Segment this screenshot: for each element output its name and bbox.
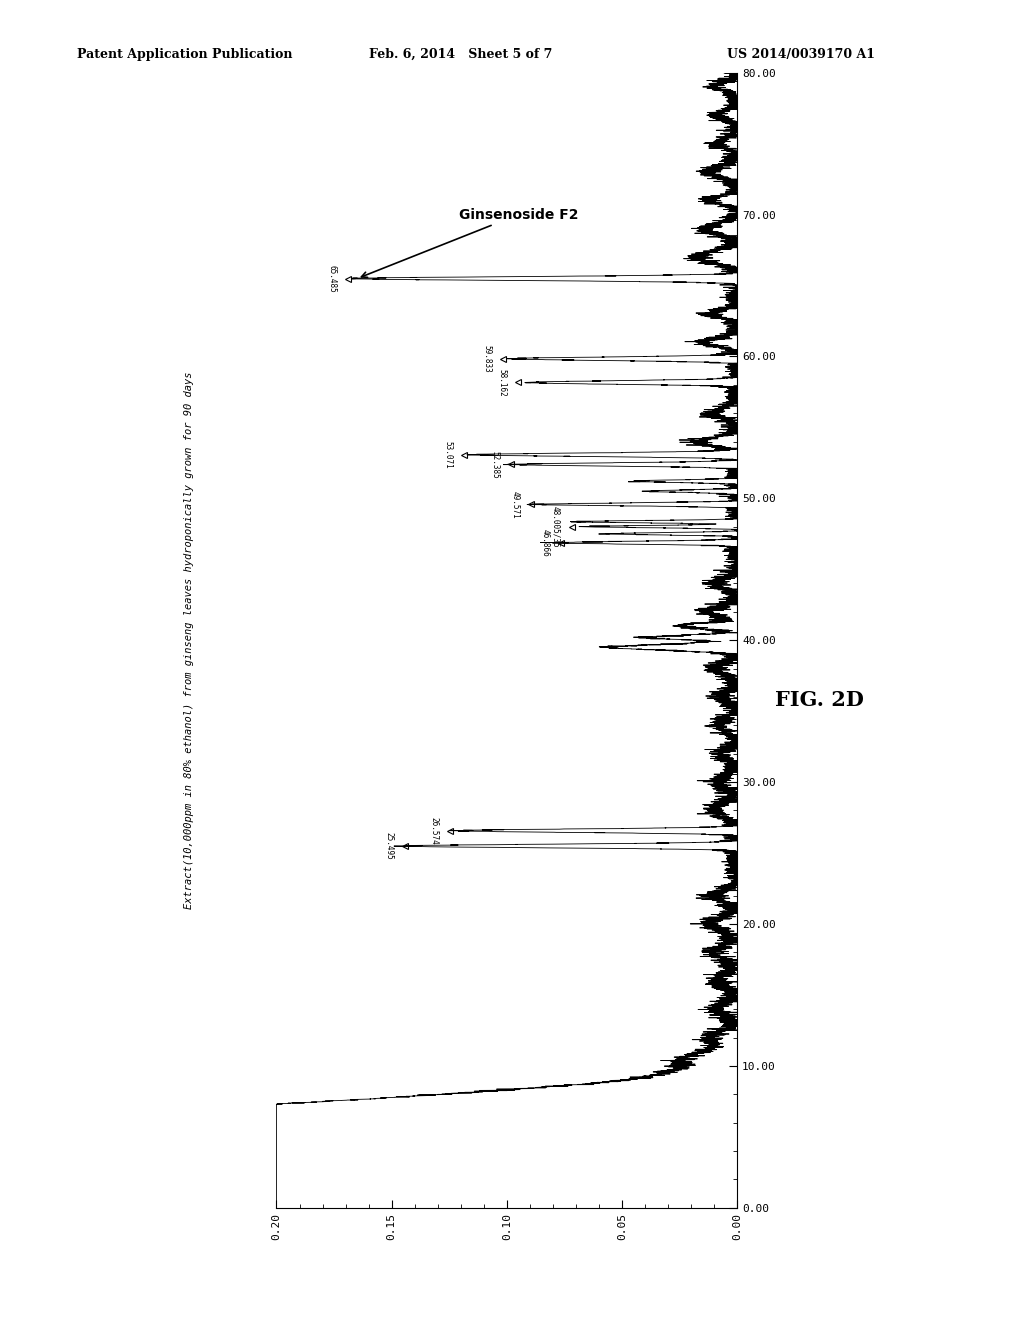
Text: 59.833: 59.833	[482, 345, 492, 372]
Text: Feb. 6, 2014   Sheet 5 of 7: Feb. 6, 2014 Sheet 5 of 7	[369, 48, 552, 61]
Text: Patent Application Publication: Patent Application Publication	[77, 48, 292, 61]
Text: 26.574: 26.574	[429, 817, 438, 845]
Text: US 2014/0039170 A1: US 2014/0039170 A1	[727, 48, 876, 61]
Text: Extract(10,000ppm in 80% ethanol) from ginseng leaves hydroponically grown for 9: Extract(10,000ppm in 80% ethanol) from g…	[184, 371, 195, 909]
Text: 58.162: 58.162	[498, 368, 507, 396]
Text: 53.071: 53.071	[444, 441, 453, 469]
Text: FIG. 2D: FIG. 2D	[775, 689, 863, 710]
Text: 46.866: 46.866	[541, 529, 550, 557]
Text: Ginsenoside F2: Ginsenoside F2	[361, 207, 579, 277]
Text: 49.571: 49.571	[511, 491, 520, 519]
Text: 52.385: 52.385	[490, 450, 499, 478]
Text: 65.485: 65.485	[328, 265, 337, 293]
Text: 25.495: 25.495	[384, 832, 393, 859]
Text: 48.005/35: 48.005/35	[552, 506, 560, 548]
